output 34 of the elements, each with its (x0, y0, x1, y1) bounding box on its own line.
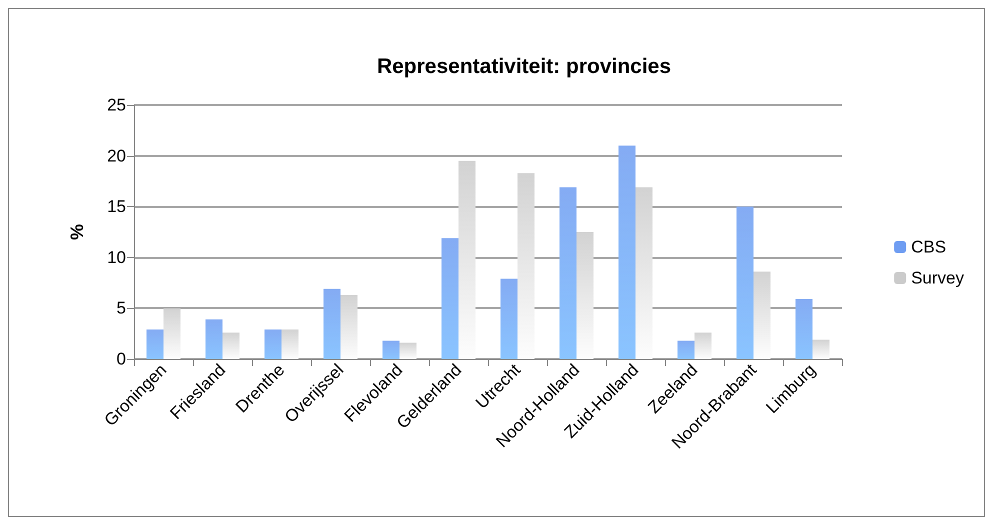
bar (400, 342, 416, 359)
bar (636, 187, 652, 359)
bar (282, 330, 298, 359)
bar (382, 340, 400, 359)
bar (678, 340, 694, 359)
bar (500, 278, 518, 359)
bar (340, 294, 358, 359)
bar (264, 330, 282, 359)
bar (694, 332, 712, 359)
bar (560, 187, 576, 359)
y-tick-label: 10 (107, 248, 126, 267)
bar (222, 332, 240, 359)
y-tick-label: 25 (107, 96, 126, 114)
y-tick-label: 5 (116, 298, 126, 318)
bar (458, 160, 476, 359)
y-tick-label: 0 (116, 350, 126, 368)
y-tick-label: 15 (107, 197, 126, 216)
bar (812, 340, 830, 359)
bar (736, 206, 754, 359)
legend-label: Survey (911, 268, 964, 288)
bar (442, 238, 458, 359)
bar (576, 232, 594, 359)
chart-title: Representativiteit: provincies (376, 55, 672, 78)
bar (206, 319, 222, 359)
bar (146, 330, 164, 359)
bar (324, 288, 340, 359)
bar (164, 308, 180, 359)
bar (796, 299, 812, 359)
legend-label: CBS (911, 238, 946, 256)
bar (754, 272, 770, 359)
bar (518, 173, 534, 359)
y-tick-label: 20 (107, 146, 126, 166)
y-axis-title: % (67, 224, 87, 240)
bar (618, 146, 636, 359)
